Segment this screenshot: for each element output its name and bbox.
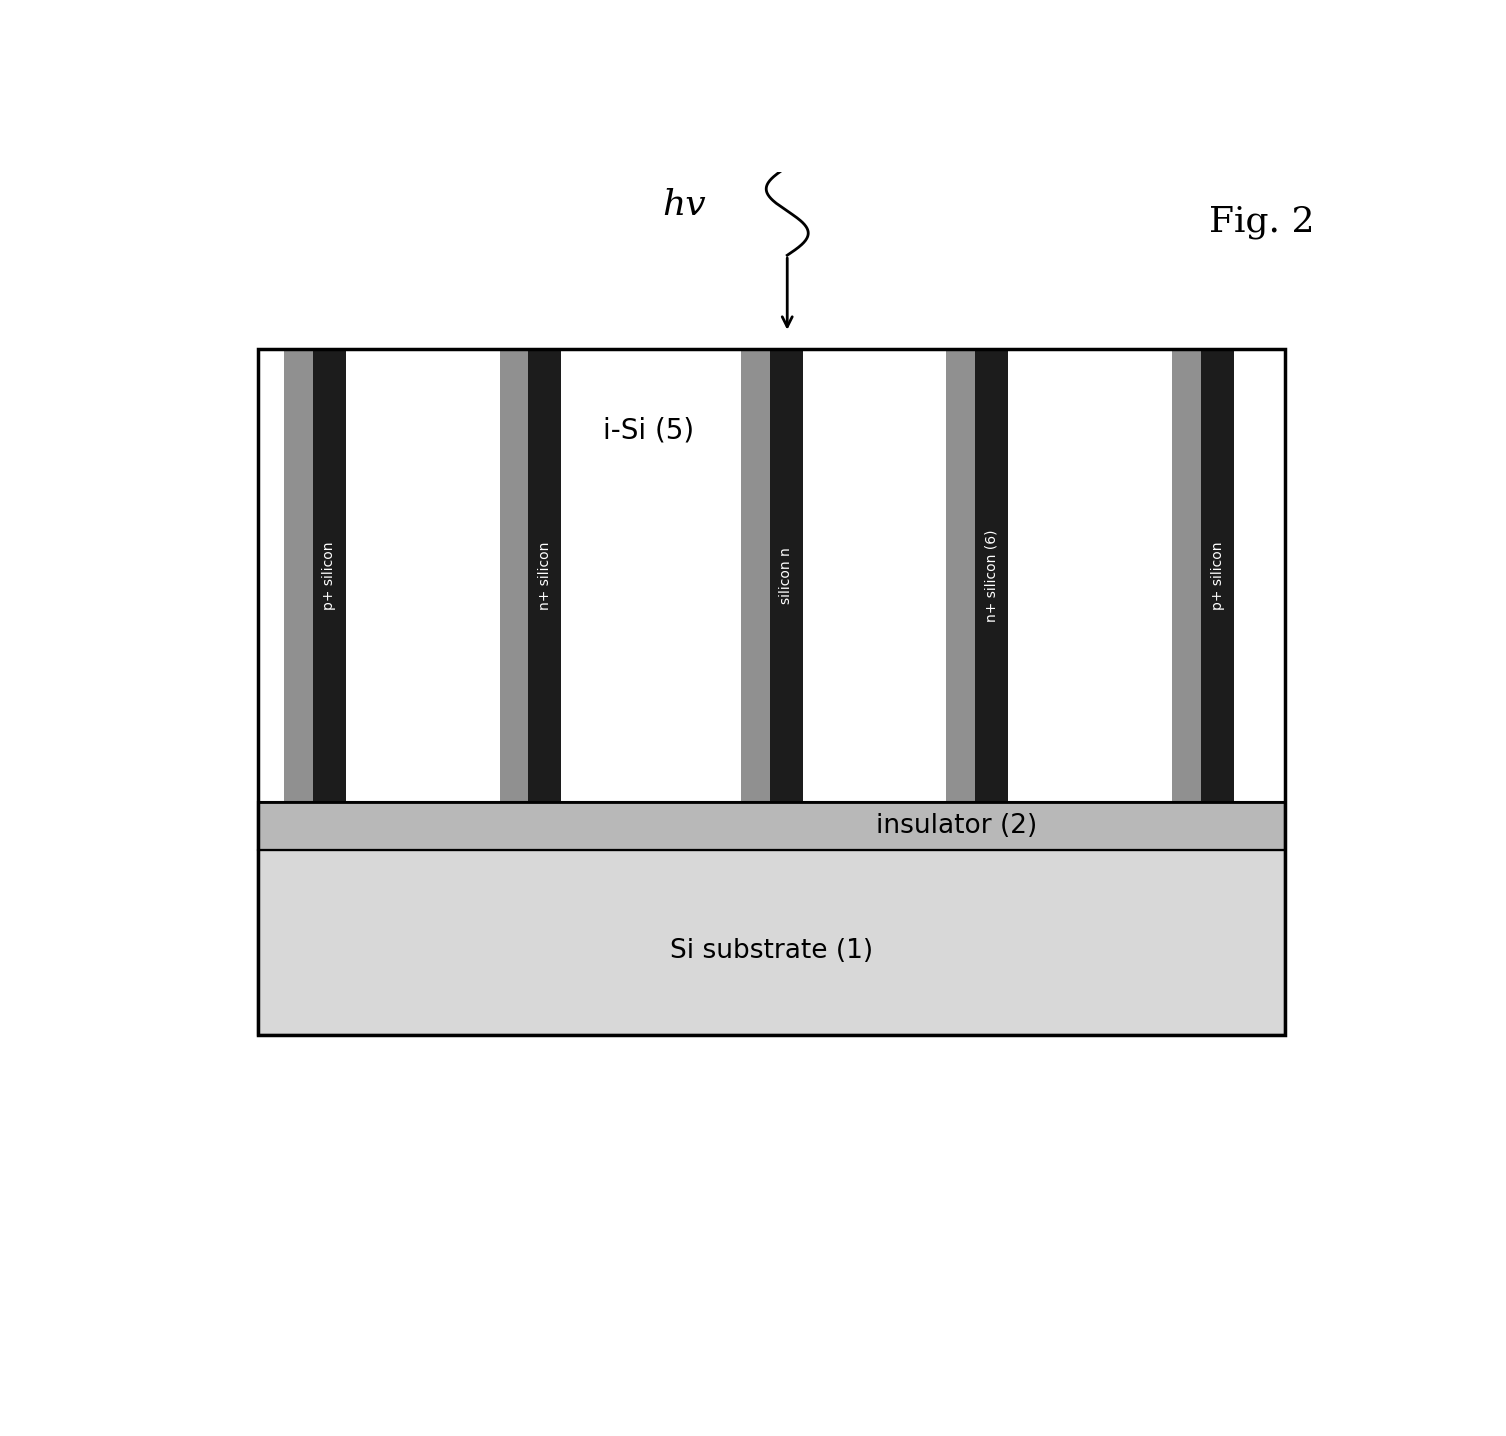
Bar [1202, 349, 1233, 801]
Bar [1172, 349, 1202, 801]
Bar [285, 349, 313, 801]
Text: i-Si (5): i-Si (5) [602, 416, 694, 445]
Bar [770, 349, 803, 801]
Text: Si substrate (1): Si substrate (1) [670, 939, 873, 965]
Bar [259, 349, 1285, 1035]
Bar [259, 801, 1285, 850]
Bar [313, 349, 345, 801]
Text: hv: hv [663, 188, 705, 223]
Bar [500, 349, 529, 801]
Bar [259, 801, 1285, 850]
Text: Fig. 2: Fig. 2 [1209, 205, 1315, 240]
Bar [259, 349, 1285, 801]
Text: n+ silicon: n+ silicon [538, 541, 551, 610]
Bar [259, 850, 1285, 1035]
Bar [946, 349, 976, 801]
Text: p+ silicon: p+ silicon [1211, 541, 1224, 610]
Text: silicon n: silicon n [779, 547, 794, 605]
Bar [741, 349, 770, 801]
Text: p+ silicon: p+ silicon [322, 541, 336, 610]
Bar [259, 850, 1285, 1035]
Bar [976, 349, 1008, 801]
Text: n+ silicon (6): n+ silicon (6) [985, 530, 998, 622]
Bar [529, 349, 562, 801]
Text: insulator (2): insulator (2) [876, 813, 1038, 839]
